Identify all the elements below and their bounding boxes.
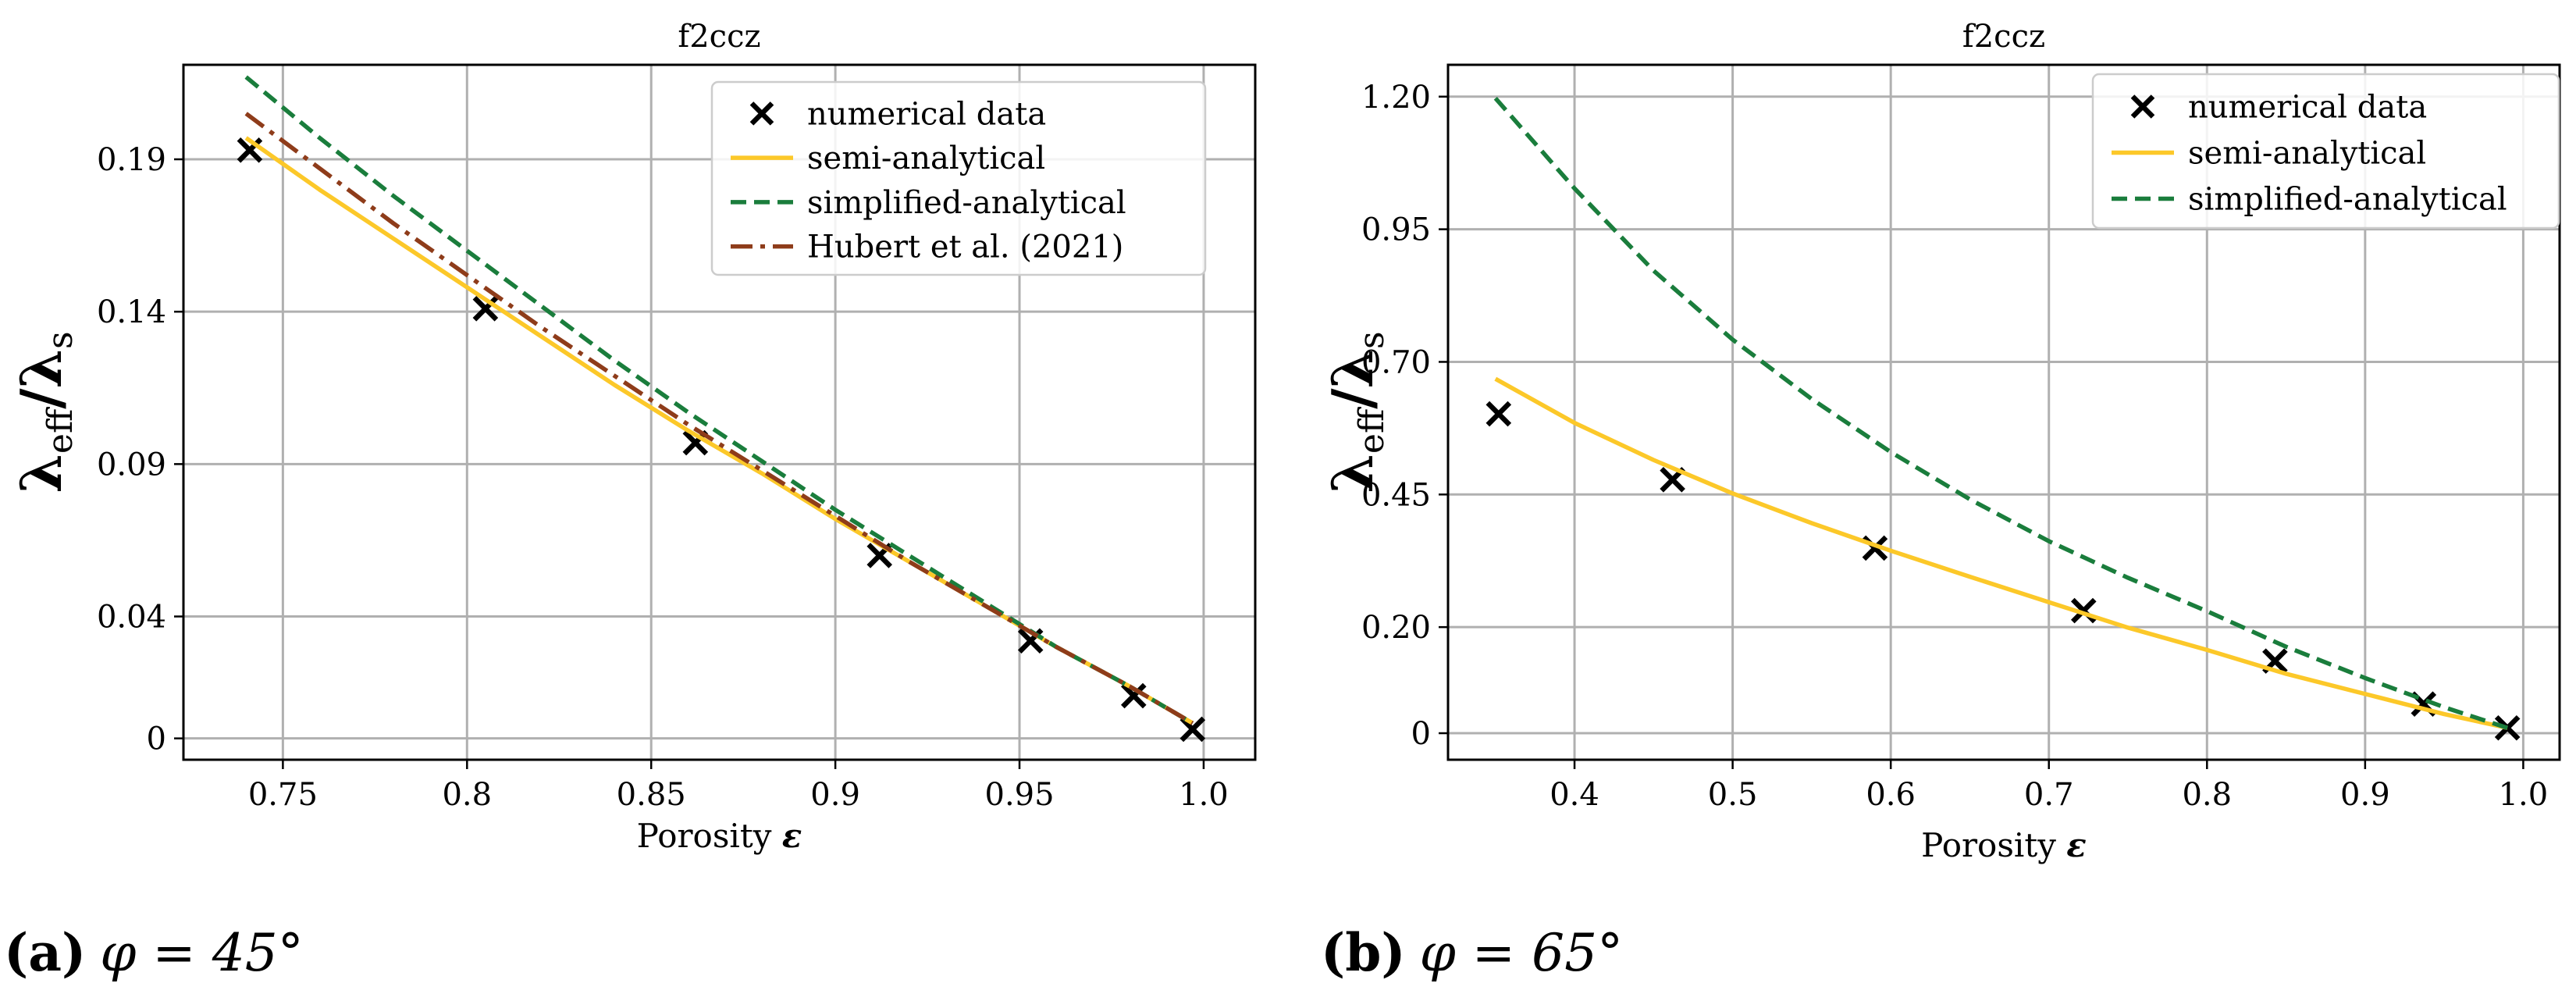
x-tick-label: 0.4 (1550, 777, 1599, 813)
y-tick-label: 1.20 (1361, 80, 1431, 116)
x-axis-label: Porosity ε (1921, 826, 2087, 864)
chart-b: 0.4 0.5 0.6 0.7 0.8 0.9 1.0 0 0.20 0.45 0.70 0.95 1.… (1319, 19, 2561, 983)
subfigure-caption: (a) φ = 45° (4, 922, 304, 983)
x-axis-label: Porosity ε (637, 817, 802, 855)
y-tick-label: 0.09 (97, 447, 166, 483)
y-label-lambda: λ (8, 454, 74, 493)
y-tick-label: 0.20 (1361, 610, 1431, 646)
data-point-marker (1121, 682, 1147, 709)
legend-label: semi-analytical (2188, 136, 2426, 172)
y-tick-label: 0.70 (1361, 344, 1431, 380)
data-point-marker (237, 137, 263, 163)
legend-label: numerical data (807, 96, 1046, 132)
x-axis-label-text: Porosity (1921, 826, 2066, 864)
legend-label: semi-analytical (807, 141, 1045, 176)
y-tick-label: 0.04 (97, 600, 166, 636)
x-axis-ticks: 0.4 0.5 0.6 0.7 0.8 0.9 1.0 (1550, 760, 2548, 813)
x-tick-label: 0.8 (442, 777, 492, 813)
x-axis-label-text: Porosity (637, 817, 782, 855)
chart-a: 0.75 0.8 0.85 0.9 0.95 1.0 0 0.04 0.09 0.14 0.19 f2… (4, 19, 1257, 983)
y-axis-label: λeff/λs (1319, 331, 1392, 493)
series-line-simplified-analytical (244, 75, 1194, 725)
x-tick-label: 0.5 (1708, 777, 1758, 813)
x-tick-label: 1.0 (2499, 777, 2549, 813)
subfigure-caption: (b) φ = 65° (1321, 922, 1623, 983)
x-tick-label: 0.75 (248, 777, 318, 813)
y-label-lambda-2: λ (1319, 349, 1386, 388)
caption-label: (b) (1321, 922, 1406, 983)
series-line-semi-analytical (1494, 376, 2508, 730)
legend: numerical data semi-analytical simplified-… (2091, 73, 2560, 230)
x-tick-label: 0.6 (1866, 777, 1916, 813)
y-axis-label: λeff/λs (8, 331, 80, 493)
legend-label: Hubert et al. (2021) (807, 230, 1123, 265)
chart-title: f2ccz (1962, 19, 2045, 55)
legend-marker (2130, 94, 2155, 119)
caption-label: (a) (4, 922, 86, 983)
plot-frame (1446, 63, 2561, 761)
x-tick-label: 0.8 (2182, 777, 2232, 813)
series-line-hubert-et-al-2021 (244, 112, 1194, 725)
data-point-marker (1485, 401, 1512, 427)
caption-text: φ = 65° (1420, 923, 1623, 983)
x-tick-label: 1.0 (1179, 777, 1229, 813)
y-tick-label: 0 (1411, 716, 1431, 752)
y-label-lambda-2: λ (8, 349, 74, 388)
data-point-marker (2494, 714, 2521, 741)
chart-title: f2ccz (678, 19, 760, 55)
y-tick-label: 0 (147, 721, 166, 757)
x-axis-label-symbol: ε (782, 817, 802, 855)
x-axis-label-symbol: ε (2066, 826, 2087, 864)
legend: numerical data semi-analytical simplified-… (710, 80, 1207, 276)
legend-box (2091, 73, 2560, 230)
caption-text: φ = 45° (100, 923, 303, 983)
x-tick-label: 0.9 (2340, 777, 2390, 813)
legend-box (710, 80, 1207, 276)
y-label-sub-eff: eff (1352, 407, 1392, 454)
y-label-sub-eff: eff (41, 407, 80, 454)
x-tick-label: 0.9 (810, 777, 860, 813)
legend-label: simplified-analytical (807, 185, 1126, 221)
plot-frame (182, 63, 1257, 761)
x-axis-ticks: 0.75 0.8 0.85 0.9 0.95 1.0 (248, 760, 1229, 813)
data-point-marker (1179, 716, 1206, 743)
y-tick-label: 0.14 (97, 294, 166, 330)
y-axis-ticks: 0 0.04 0.09 0.14 0.19 (97, 142, 183, 757)
legend-marker (749, 102, 774, 126)
series-group (1485, 96, 2521, 741)
legend-label: numerical data (2188, 90, 2427, 126)
y-label-slash: / (1319, 388, 1386, 409)
x-tick-label: 0.95 (985, 777, 1055, 813)
series-line-simplified-analytical (1493, 96, 2509, 730)
y-label-lambda: λ (1319, 454, 1386, 493)
y-tick-label: 0.95 (1361, 212, 1431, 248)
legend-label: simplified-analytical (2188, 182, 2507, 218)
x-tick-label: 0.85 (617, 777, 686, 813)
x-tick-label: 0.7 (2024, 777, 2074, 813)
y-tick-label: 0.45 (1361, 477, 1431, 513)
series-line-semi-analytical (244, 136, 1194, 725)
y-tick-label: 0.19 (97, 142, 166, 178)
data-point-marker (472, 295, 499, 322)
y-label-sub-s: s (41, 331, 80, 349)
y-axis-ticks: 0 0.20 0.45 0.70 0.95 1.20 (1361, 80, 1448, 752)
y-label-slash: / (8, 388, 74, 409)
series-group (237, 75, 1206, 743)
y-label-sub-s: s (1352, 331, 1392, 349)
